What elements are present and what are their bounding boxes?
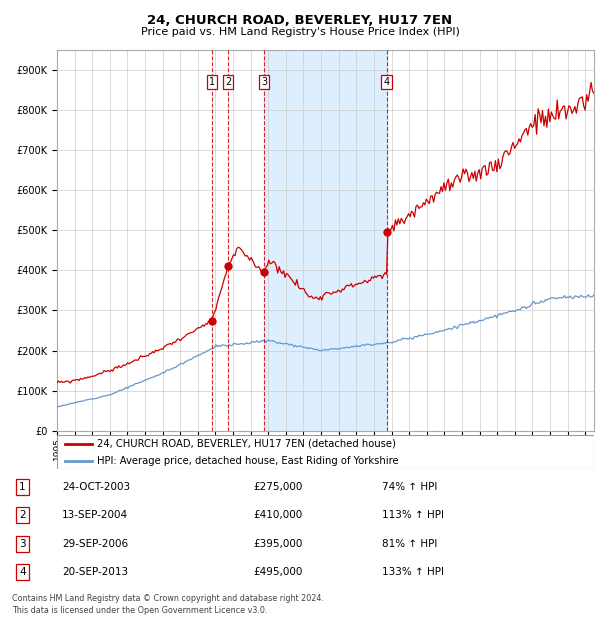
Text: £495,000: £495,000 (253, 567, 302, 577)
Text: 2: 2 (225, 77, 231, 87)
Text: 113% ↑ HPI: 113% ↑ HPI (382, 510, 445, 520)
Text: 74% ↑ HPI: 74% ↑ HPI (382, 482, 437, 492)
Text: 1: 1 (19, 482, 26, 492)
Text: Contains HM Land Registry data © Crown copyright and database right 2024.: Contains HM Land Registry data © Crown c… (12, 595, 324, 603)
Text: 2: 2 (19, 510, 26, 520)
FancyBboxPatch shape (57, 435, 594, 469)
Text: Price paid vs. HM Land Registry's House Price Index (HPI): Price paid vs. HM Land Registry's House … (140, 27, 460, 37)
Text: 3: 3 (19, 539, 26, 549)
Text: 24, CHURCH ROAD, BEVERLEY, HU17 7EN: 24, CHURCH ROAD, BEVERLEY, HU17 7EN (148, 14, 452, 27)
Text: 20-SEP-2013: 20-SEP-2013 (62, 567, 128, 577)
Text: 81% ↑ HPI: 81% ↑ HPI (382, 539, 437, 549)
Text: 1: 1 (209, 77, 215, 87)
Text: 13-SEP-2004: 13-SEP-2004 (62, 510, 128, 520)
Text: 133% ↑ HPI: 133% ↑ HPI (382, 567, 445, 577)
Bar (264, 50, 386, 431)
Text: HPI: Average price, detached house, East Riding of Yorkshire: HPI: Average price, detached house, East… (97, 456, 399, 466)
Text: £395,000: £395,000 (253, 539, 302, 549)
Text: 3: 3 (261, 77, 267, 87)
Text: 4: 4 (19, 567, 26, 577)
Text: 24, CHURCH ROAD, BEVERLEY, HU17 7EN (detached house): 24, CHURCH ROAD, BEVERLEY, HU17 7EN (det… (97, 439, 396, 449)
Text: 24-OCT-2003: 24-OCT-2003 (62, 482, 130, 492)
Text: 4: 4 (383, 77, 389, 87)
Text: 29-SEP-2006: 29-SEP-2006 (62, 539, 128, 549)
Text: This data is licensed under the Open Government Licence v3.0.: This data is licensed under the Open Gov… (12, 606, 268, 614)
Text: £410,000: £410,000 (253, 510, 302, 520)
Text: £275,000: £275,000 (253, 482, 302, 492)
